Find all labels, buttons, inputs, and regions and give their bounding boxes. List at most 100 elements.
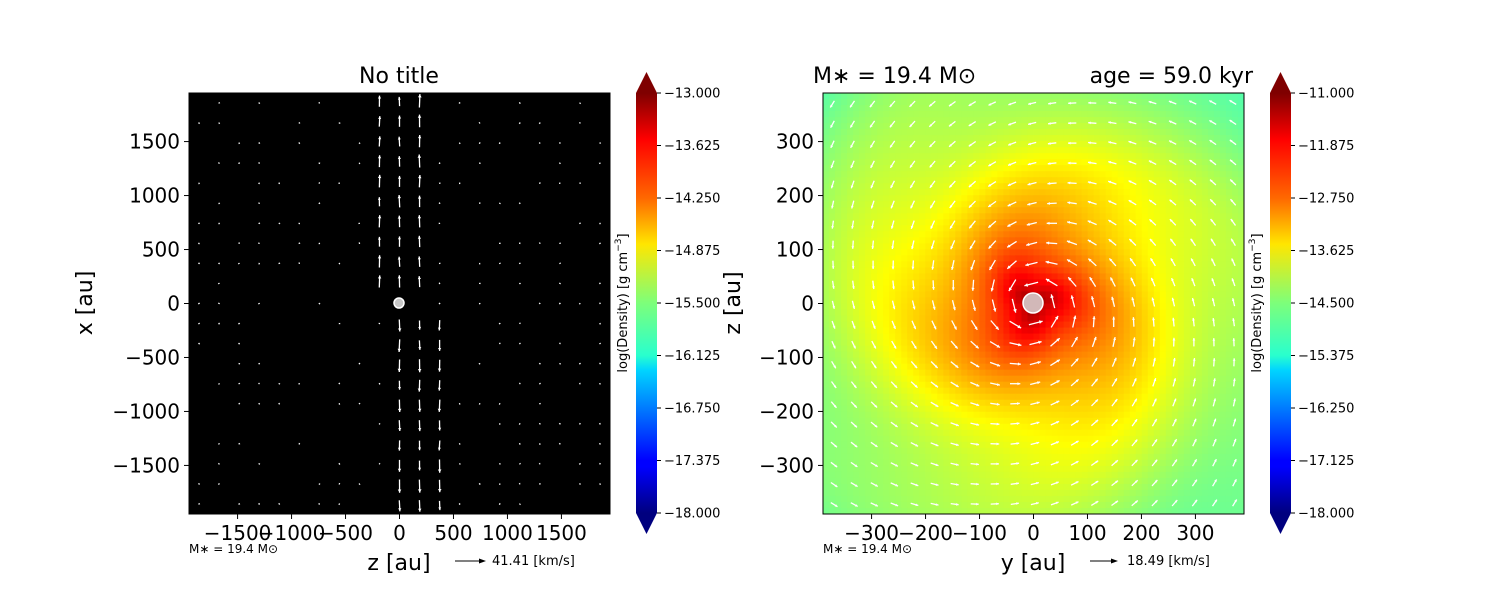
density-cell bbox=[333, 285, 340, 293]
density-cell bbox=[381, 327, 389, 335]
density-cell bbox=[597, 351, 605, 359]
density-cell bbox=[315, 495, 322, 503]
density-cell bbox=[303, 153, 310, 160]
density-cell bbox=[513, 147, 521, 154]
density-cell bbox=[375, 363, 383, 371]
density-cell bbox=[567, 123, 575, 130]
density-cell bbox=[255, 315, 262, 323]
density-cell bbox=[387, 303, 395, 311]
density-cell bbox=[285, 243, 292, 250]
density-cell bbox=[249, 171, 256, 178]
density-cell bbox=[189, 405, 196, 413]
density-cell bbox=[519, 387, 527, 395]
density-cell bbox=[465, 339, 473, 347]
density-cell bbox=[477, 447, 485, 455]
density-cell bbox=[591, 435, 599, 443]
density-cell bbox=[573, 129, 581, 136]
density-cell bbox=[279, 303, 286, 311]
density-cell bbox=[561, 453, 569, 461]
density-cell bbox=[543, 333, 551, 341]
density-cell bbox=[387, 279, 395, 287]
density-cell bbox=[537, 267, 545, 275]
density-cell bbox=[321, 309, 328, 317]
density-cell bbox=[255, 321, 262, 329]
density-cell bbox=[555, 117, 563, 124]
density-cell bbox=[447, 243, 455, 250]
density-cell bbox=[447, 441, 455, 449]
density-cell bbox=[483, 333, 491, 341]
density-cell bbox=[369, 177, 377, 184]
density-cell bbox=[537, 297, 545, 305]
density-cell bbox=[261, 405, 268, 413]
density-cell bbox=[225, 435, 232, 443]
density-cell bbox=[543, 219, 551, 226]
density-cell bbox=[489, 387, 497, 395]
density-cell bbox=[267, 357, 274, 365]
density-cell bbox=[285, 123, 292, 130]
density-cell bbox=[405, 339, 413, 347]
density-cell bbox=[447, 207, 455, 214]
density-cell bbox=[231, 273, 238, 281]
density-cell bbox=[279, 477, 286, 485]
density-cell bbox=[207, 147, 214, 154]
density-cell bbox=[519, 147, 527, 154]
density-cell bbox=[441, 423, 449, 431]
density-cell bbox=[345, 357, 352, 365]
density-cell bbox=[489, 471, 497, 479]
density-cell bbox=[441, 447, 449, 455]
density-cell bbox=[327, 129, 334, 136]
density-cell bbox=[411, 105, 419, 112]
density-cell bbox=[195, 375, 202, 383]
density-cell bbox=[207, 159, 214, 166]
density-cell bbox=[459, 399, 467, 407]
density-cell bbox=[387, 453, 395, 461]
density-cell bbox=[357, 369, 365, 377]
density-cell bbox=[219, 285, 226, 293]
density-cell bbox=[255, 423, 262, 431]
density-cell bbox=[255, 429, 262, 437]
density-cell bbox=[309, 153, 316, 160]
density-cell bbox=[327, 435, 334, 443]
density-cell bbox=[453, 423, 461, 431]
density-cell bbox=[213, 435, 220, 443]
density-cell bbox=[357, 231, 365, 238]
density-cell bbox=[405, 363, 413, 371]
density-cell bbox=[363, 141, 371, 148]
density-cell bbox=[513, 141, 521, 148]
density-cell bbox=[417, 165, 425, 172]
density-cell bbox=[393, 423, 401, 431]
density-cell bbox=[189, 141, 196, 148]
density-cell bbox=[489, 459, 497, 467]
density-cell bbox=[465, 321, 473, 329]
density-cell bbox=[195, 99, 202, 106]
density-cell bbox=[189, 177, 196, 184]
density-cell bbox=[327, 441, 334, 449]
density-cell bbox=[597, 321, 605, 329]
density-cell bbox=[345, 147, 352, 154]
density-cell bbox=[597, 123, 605, 130]
density-cell bbox=[315, 183, 322, 190]
density-cell bbox=[513, 207, 521, 214]
density-cell bbox=[237, 165, 244, 172]
density-cell bbox=[399, 273, 407, 281]
density-cell bbox=[393, 393, 401, 401]
density-cell bbox=[327, 333, 334, 341]
density-cell bbox=[447, 381, 455, 389]
density-cell bbox=[357, 363, 365, 371]
density-cell bbox=[195, 429, 202, 437]
density-cell bbox=[255, 177, 262, 184]
density-cell bbox=[351, 147, 358, 154]
density-cell bbox=[297, 393, 304, 401]
density-cell bbox=[423, 387, 431, 395]
density-cell bbox=[195, 231, 202, 238]
density-cell bbox=[279, 357, 286, 365]
density-cell bbox=[201, 219, 208, 226]
density-cell bbox=[237, 375, 244, 383]
density-cell bbox=[405, 159, 413, 166]
density-cell bbox=[309, 261, 316, 269]
density-cell bbox=[369, 429, 377, 437]
density-cell bbox=[189, 153, 196, 160]
density-cell bbox=[261, 213, 268, 220]
density-cell bbox=[255, 213, 262, 220]
density-cell bbox=[333, 123, 340, 130]
